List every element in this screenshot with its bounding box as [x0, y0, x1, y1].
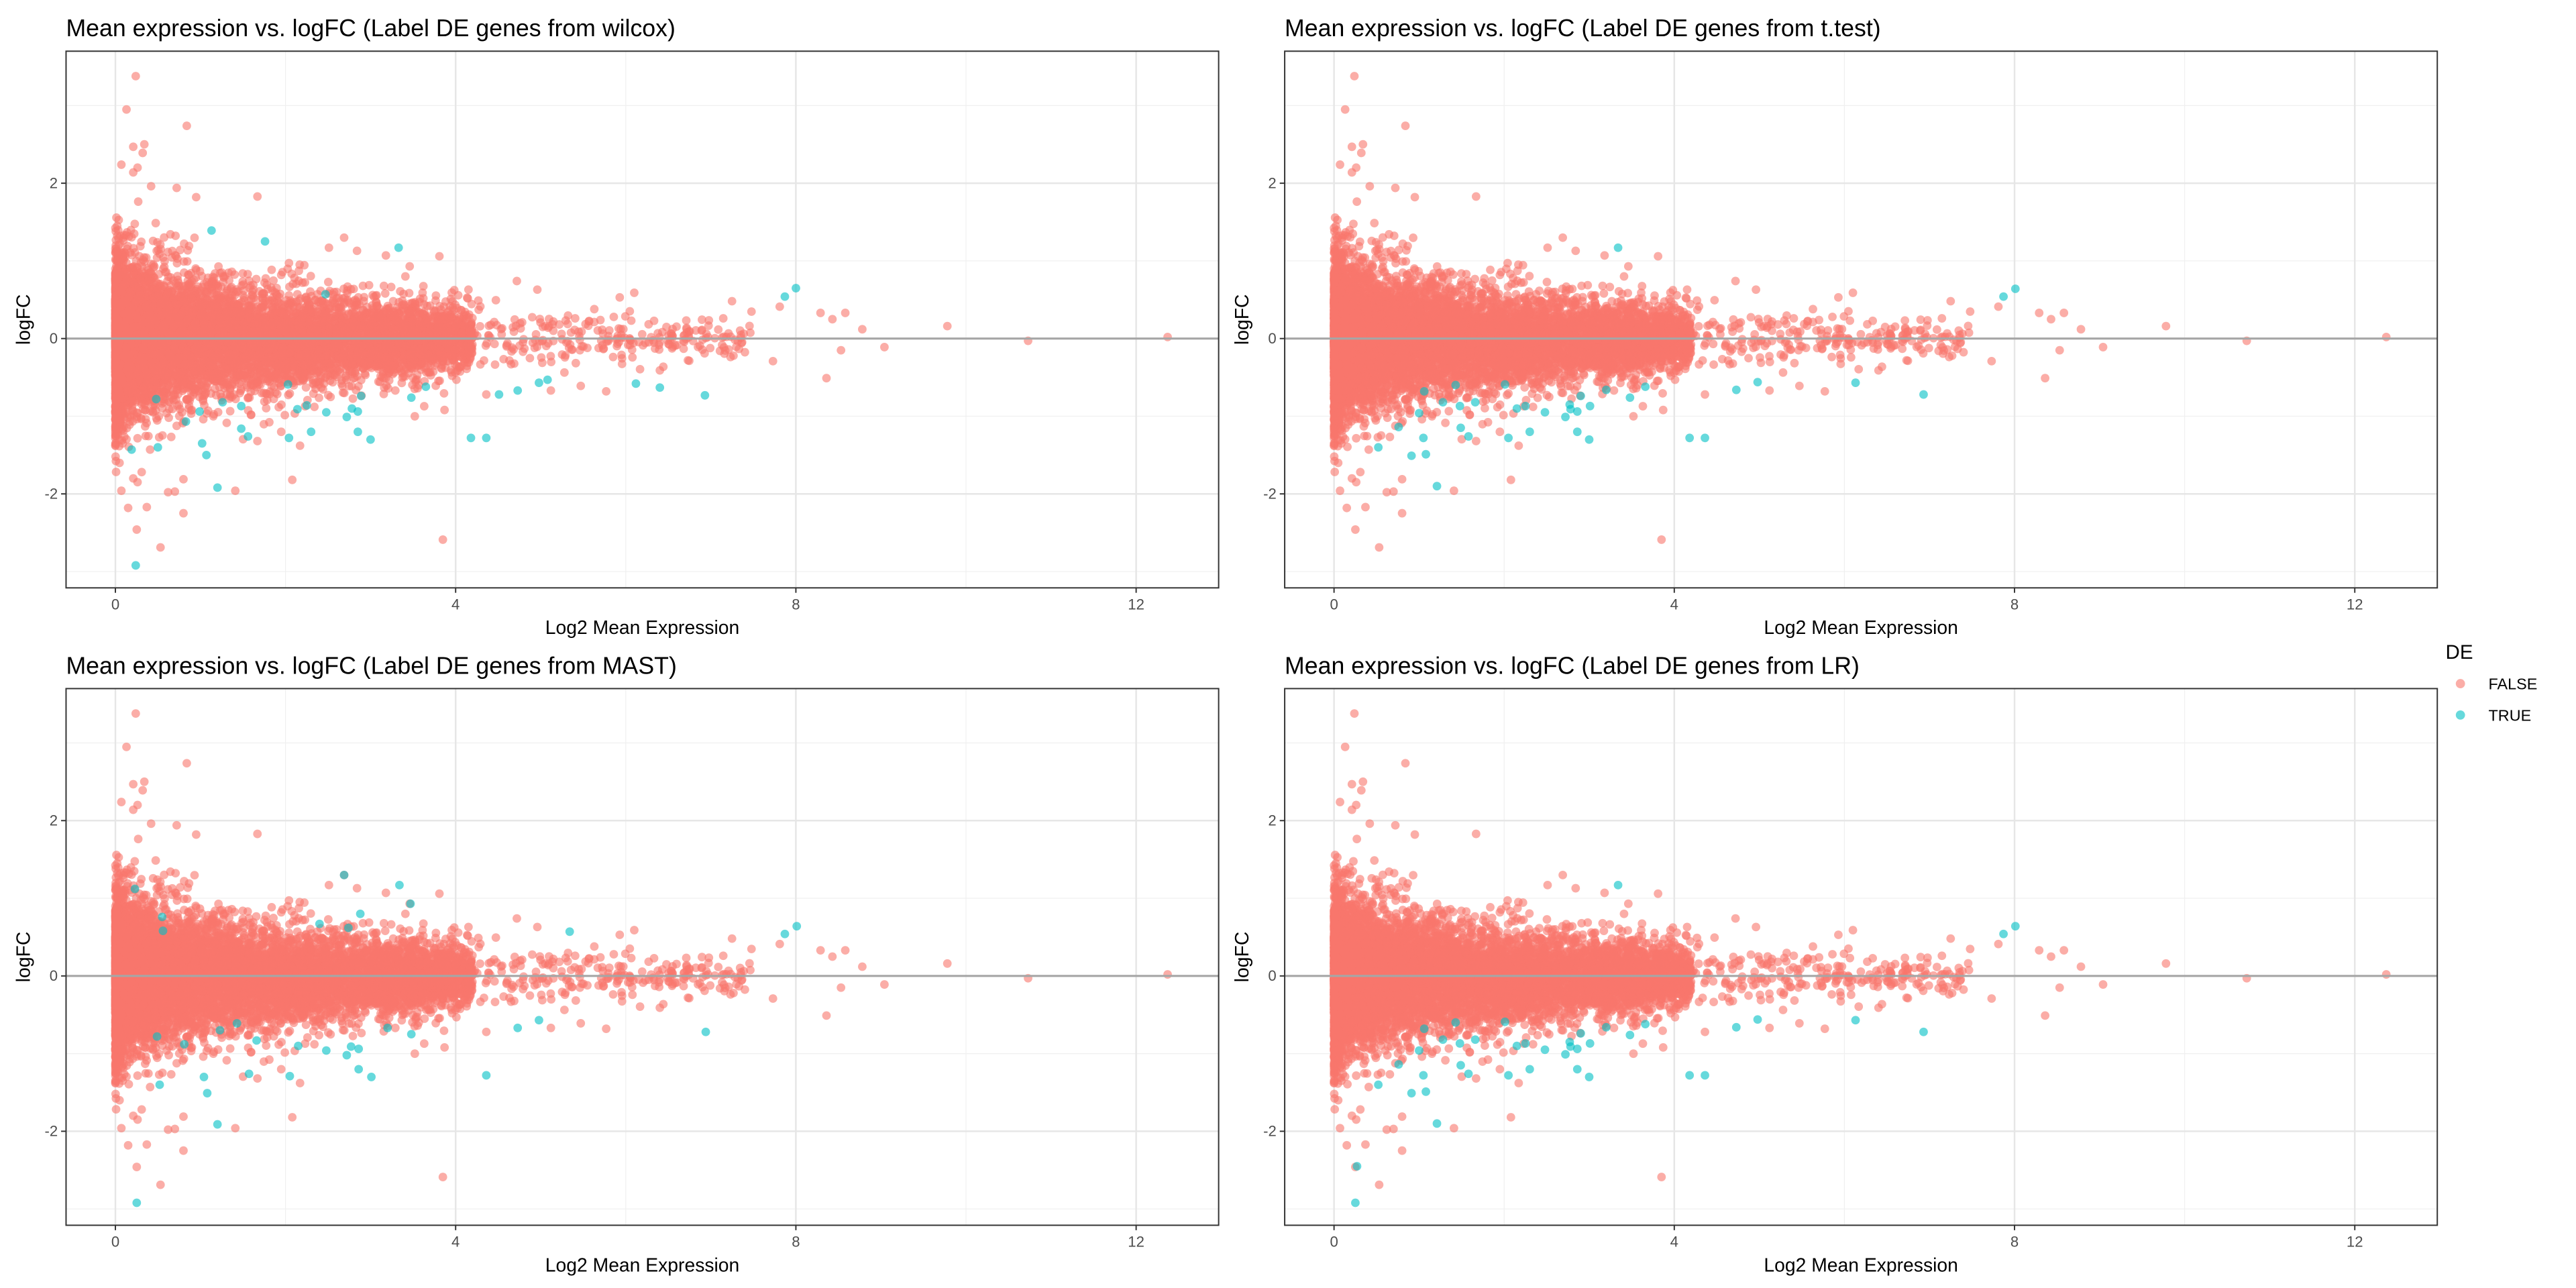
- point-false: [491, 360, 500, 369]
- point-false: [223, 419, 231, 427]
- point-false: [745, 322, 754, 331]
- point-false: [482, 341, 490, 350]
- point-false: [638, 330, 647, 339]
- point-false: [401, 272, 410, 281]
- point-false: [349, 394, 358, 403]
- panels: Mean expression vs. logFC (Label DE gene…: [12, 15, 2437, 1275]
- panel-title: Mean expression vs. logFC (Label DE gene…: [66, 15, 675, 42]
- point-false: [152, 219, 160, 227]
- point-false: [134, 197, 143, 206]
- point-false: [497, 330, 506, 339]
- point-false: [682, 316, 691, 325]
- point-false: [572, 359, 580, 368]
- panel-0: Mean expression vs. logFC (Label DE gene…: [12, 15, 1218, 638]
- point-false: [636, 365, 645, 374]
- point-false: [381, 289, 390, 298]
- point-false: [247, 411, 256, 419]
- figure: Mean expression vs. logFC (Label DE gene…: [0, 0, 2576, 1288]
- point-false: [571, 314, 580, 323]
- point-false: [590, 305, 599, 313]
- point-false: [628, 353, 637, 362]
- point-false: [576, 346, 584, 355]
- point-false: [160, 233, 168, 242]
- point-false: [698, 315, 706, 324]
- point-false: [112, 468, 121, 476]
- point-false: [155, 433, 164, 441]
- point-false: [476, 322, 484, 331]
- point-false: [146, 445, 154, 454]
- point-false: [617, 351, 626, 360]
- point-false: [526, 354, 535, 363]
- point-false: [625, 307, 634, 316]
- point-false: [568, 345, 576, 354]
- point-false: [480, 356, 488, 365]
- point-false: [191, 233, 199, 242]
- point-false: [431, 291, 440, 300]
- point-false: [528, 313, 537, 321]
- point-false: [452, 376, 461, 384]
- point-false: [280, 411, 289, 419]
- point-false: [144, 432, 153, 441]
- point-false: [149, 237, 158, 246]
- point-false: [326, 392, 335, 401]
- point-false: [692, 326, 700, 335]
- point-false: [419, 282, 428, 290]
